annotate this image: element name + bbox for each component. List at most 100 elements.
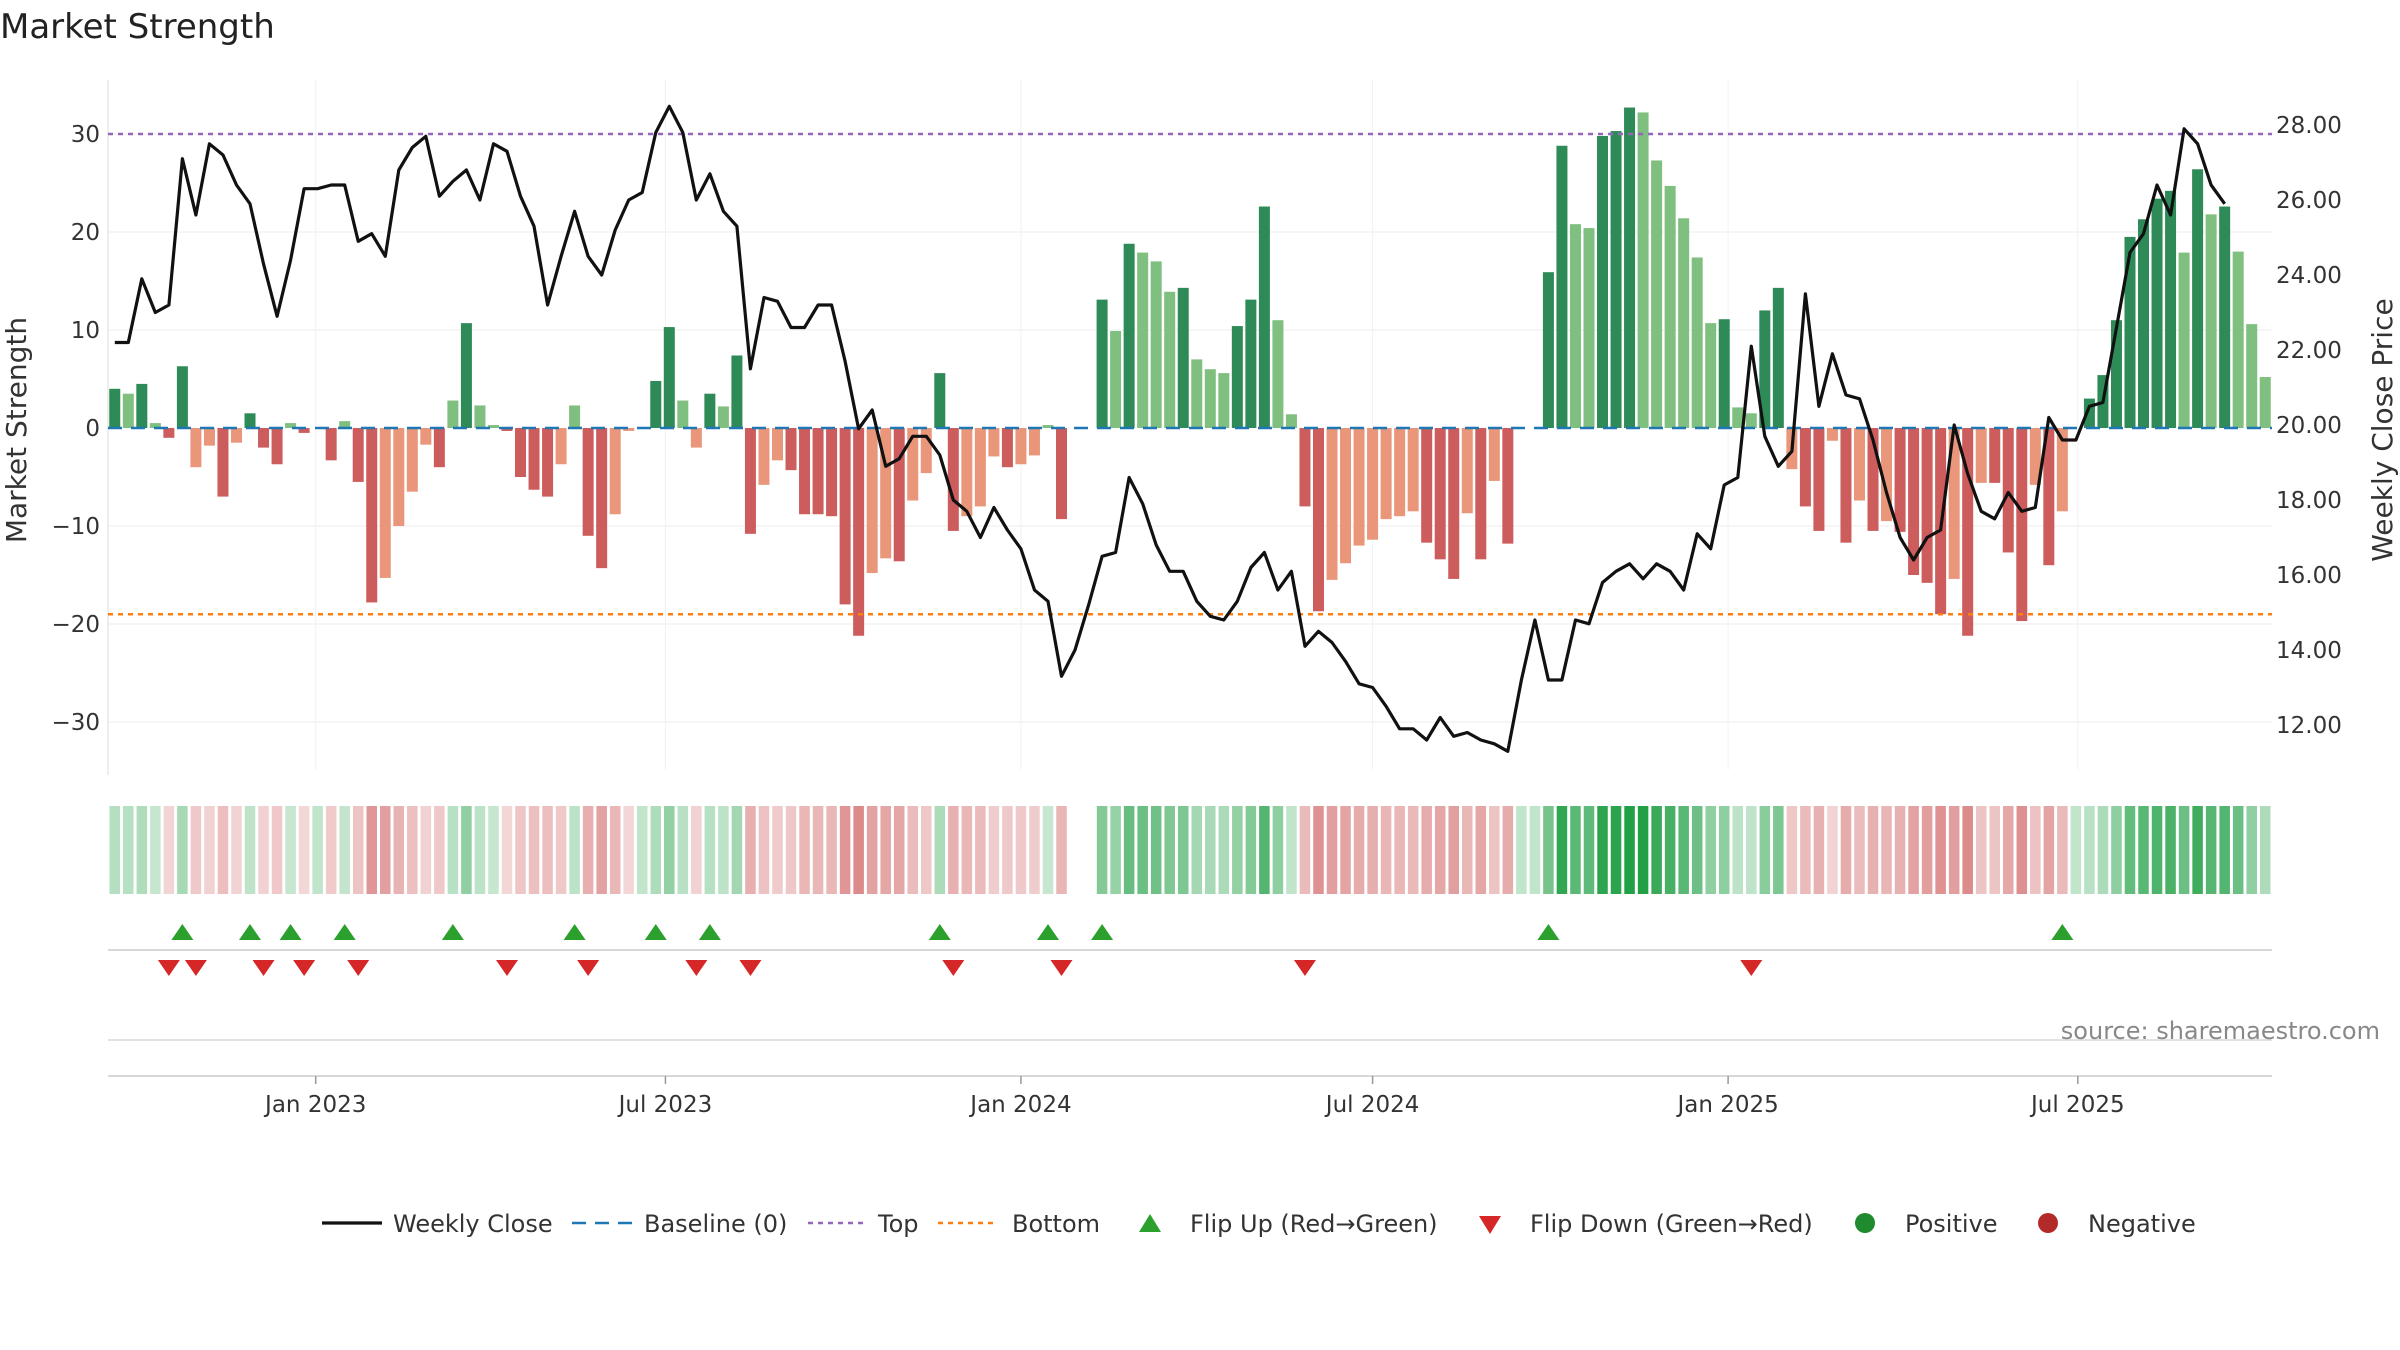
- heat-cell: [718, 806, 729, 894]
- y2-tick-label: 16.00: [2276, 563, 2342, 589]
- strength-bar: [866, 428, 878, 574]
- heat-cell: [1340, 806, 1351, 894]
- heat-cell: [1881, 806, 1892, 894]
- strength-bar: [460, 323, 472, 428]
- heat-cell: [1921, 806, 1933, 894]
- heat-cell: [988, 806, 1000, 894]
- heat-cell: [650, 806, 662, 894]
- legend-label: Flip Up (Red→Green): [1190, 1210, 1438, 1238]
- strength-bar: [582, 428, 594, 536]
- heat-cell: [1637, 806, 1649, 894]
- strength-bar: [379, 428, 391, 578]
- heat-cell: [1205, 806, 1216, 894]
- heat-cell: [1421, 806, 1432, 894]
- heat-cell: [474, 806, 486, 894]
- heat-cell: [1664, 806, 1676, 894]
- flip-down-marker: [157, 960, 180, 976]
- heat-cell: [163, 806, 175, 894]
- strength-bar: [1353, 428, 1365, 546]
- strength-bar: [366, 428, 378, 603]
- strength-bar: [744, 428, 756, 534]
- reference-lines: [108, 132, 2272, 616]
- heat-cell: [2084, 806, 2095, 894]
- heat-cell: [758, 806, 770, 894]
- heat-cell: [123, 806, 134, 894]
- heat-cell: [1827, 806, 1838, 894]
- heat-cell: [204, 806, 215, 894]
- heat-cell: [1177, 806, 1189, 894]
- heat-cell: [1759, 806, 1771, 894]
- heat-cell: [407, 806, 418, 894]
- strength-bar: [663, 327, 675, 428]
- heat-cell: [150, 806, 161, 894]
- strength-bar: [1475, 428, 1487, 560]
- heat-cell: [1570, 806, 1581, 894]
- strength-bar: [609, 428, 621, 515]
- strength-bar: [474, 405, 486, 428]
- heat-cell: [285, 806, 296, 894]
- heat-cell: [258, 806, 269, 894]
- heat-cell: [1448, 806, 1459, 894]
- strength-bar: [501, 428, 513, 431]
- strength-bar: [1853, 428, 1865, 501]
- strength-bar: [920, 428, 932, 474]
- legend-label: Baseline (0): [644, 1210, 787, 1238]
- heat-cell: [2246, 806, 2257, 894]
- flip-up-marker: [333, 924, 356, 940]
- heat-cell: [1056, 806, 1067, 894]
- strength-bar: [1502, 428, 1514, 544]
- heat-cell: [271, 806, 283, 894]
- y-tick-label: 30: [71, 122, 100, 148]
- strength-bar: [1610, 131, 1622, 428]
- heat-cell: [961, 806, 973, 894]
- strength-bar: [907, 428, 919, 501]
- heat-cell: [109, 806, 121, 894]
- heat-cell: [1502, 806, 1514, 894]
- strength-bar: [406, 428, 418, 492]
- flip-down-marker: [347, 960, 370, 976]
- heat-cell: [515, 806, 526, 894]
- flip-down-marker: [1050, 960, 1073, 976]
- x-tick-label: Jan 2024: [968, 1092, 1071, 1118]
- heat-cell: [1407, 806, 1419, 894]
- strength-bar: [1799, 428, 1811, 507]
- flip-down-marker: [184, 960, 207, 976]
- heat-cell: [745, 806, 756, 894]
- flip-down-marker: [577, 960, 600, 976]
- strength-bar: [1975, 428, 1987, 483]
- strength-bar: [974, 428, 986, 507]
- flip-down-marker: [685, 960, 708, 976]
- heat-cell: [677, 806, 689, 894]
- flip-up-marker: [928, 924, 951, 940]
- heat-cell: [231, 806, 242, 894]
- strength-bar: [555, 428, 567, 465]
- legend-label: Bottom: [1012, 1210, 1100, 1238]
- heat-cell: [1218, 806, 1230, 894]
- heat-cell: [1002, 806, 1013, 894]
- strength-bar: [1407, 428, 1419, 512]
- strength-bar: [1678, 218, 1690, 428]
- heat-cell: [1651, 806, 1662, 894]
- strength-bar: [352, 428, 364, 482]
- strength-bar: [1245, 299, 1257, 428]
- strength-bar: [1367, 428, 1379, 540]
- heat-cell: [542, 806, 553, 894]
- heat-cell: [1462, 806, 1473, 894]
- heat-cell: [2057, 806, 2068, 894]
- strength-bar: [812, 428, 824, 515]
- heat-cell: [2165, 806, 2176, 894]
- strength-bar: [2165, 190, 2177, 428]
- heat-cell: [217, 806, 229, 894]
- strength-bar: [853, 428, 865, 636]
- heat-cell: [2138, 806, 2149, 894]
- heat-cell: [1299, 806, 1311, 894]
- strength-bar: [244, 413, 256, 428]
- strength-bar: [285, 423, 297, 428]
- heat-cell: [1042, 806, 1054, 894]
- heat-cell: [1705, 806, 1716, 894]
- strength-bar: [961, 428, 973, 517]
- heat-cell: [907, 806, 918, 894]
- heat-cell: [2151, 806, 2163, 894]
- strength-bar: [1042, 425, 1054, 428]
